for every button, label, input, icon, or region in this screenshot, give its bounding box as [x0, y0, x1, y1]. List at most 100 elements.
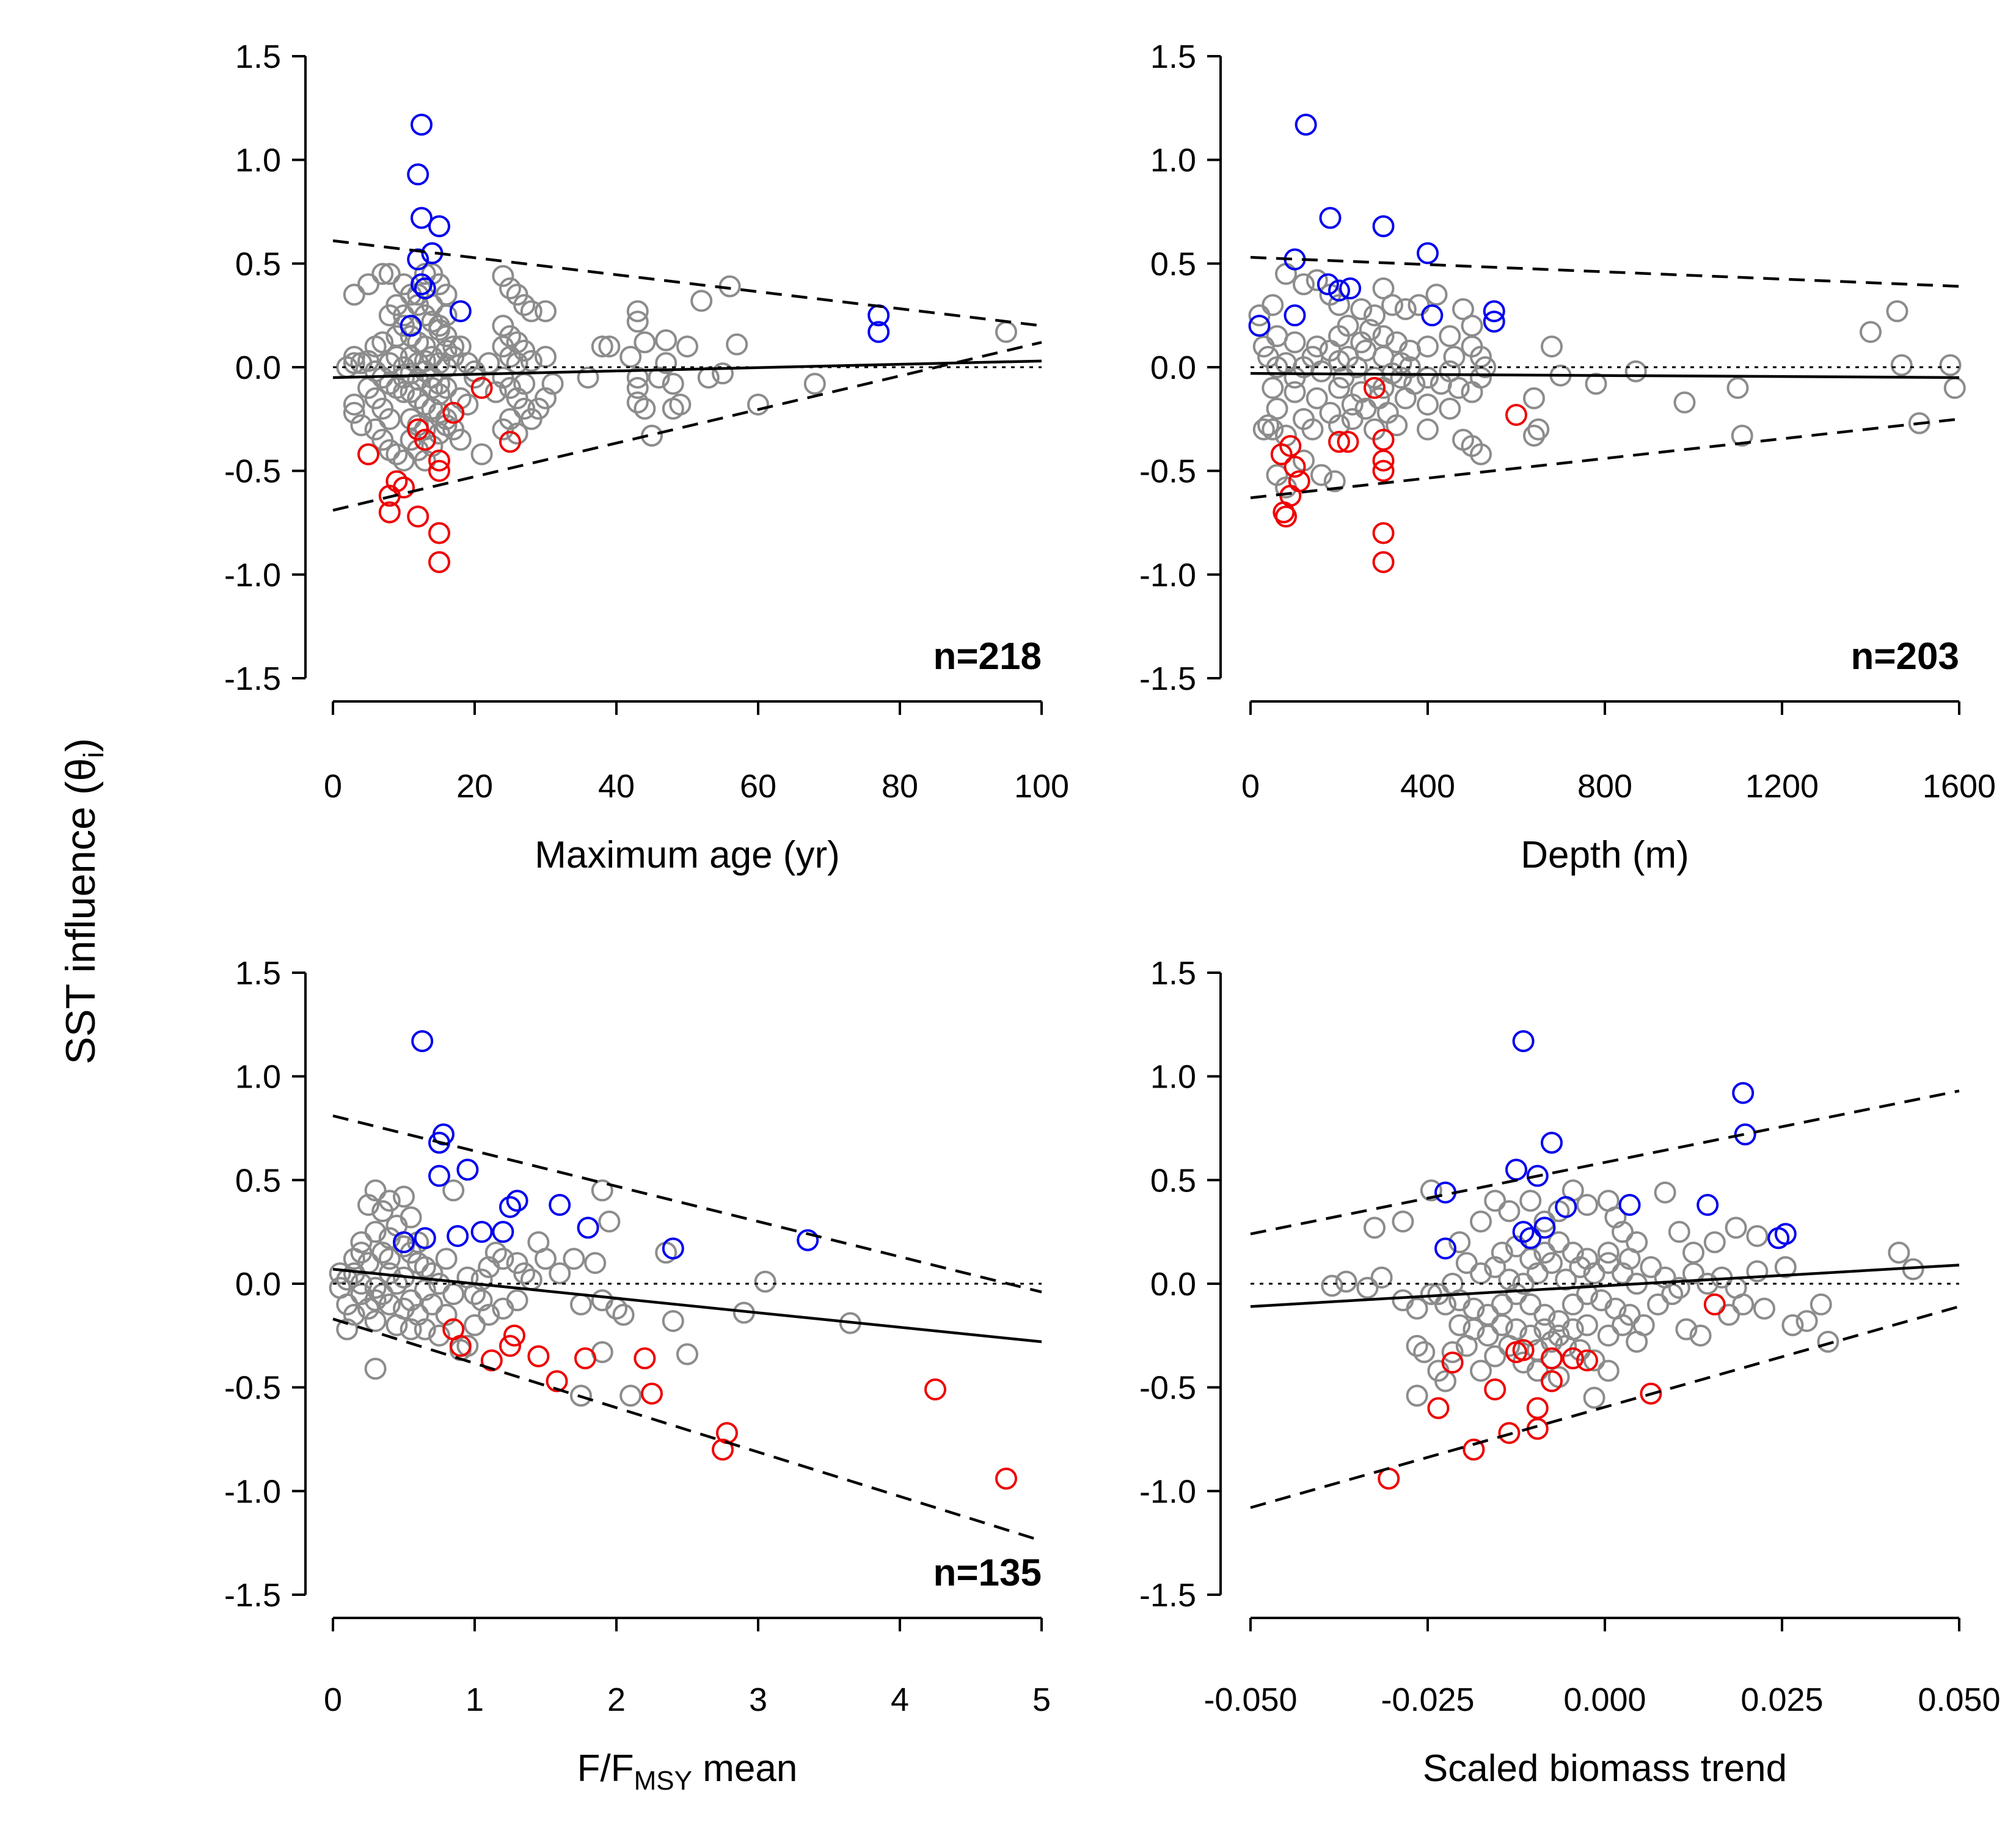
data-point-neutral: [1392, 1289, 1414, 1312]
data-point-neutral: [1533, 1242, 1556, 1264]
data-point-positive: [1483, 300, 1505, 323]
data-point-neutral: [1561, 1293, 1584, 1315]
data-point-neutral: [1888, 1242, 1910, 1264]
data-point-neutral: [662, 373, 684, 395]
data-point-neutral: [612, 1303, 635, 1326]
data-point-neutral: [343, 1303, 365, 1326]
data-point-neutral: [570, 1385, 592, 1407]
x-tick-label: 0: [324, 768, 342, 805]
data-point-neutral: [492, 1297, 514, 1320]
data-point-neutral: [414, 1279, 436, 1301]
data-point-neutral: [1943, 376, 1966, 399]
y-tick-label: 1.0: [1150, 1059, 1196, 1096]
data-point-neutral: [470, 1289, 493, 1312]
data-point-negative: [470, 376, 493, 399]
data-point-neutral: [414, 1256, 436, 1278]
data-point-neutral: [442, 1282, 465, 1305]
data-point-neutral: [421, 1293, 444, 1315]
data-point-negative: [1275, 505, 1297, 528]
data-point-neutral: [1781, 1314, 1804, 1336]
data-point-neutral: [1337, 315, 1359, 337]
data-point-neutral: [1306, 269, 1328, 291]
data-point-neutral: [1441, 1341, 1464, 1363]
data-point-neutral: [1484, 1256, 1507, 1278]
x-tick-label: 0.000: [1563, 1681, 1646, 1718]
data-point-neutral: [1262, 418, 1284, 441]
data-point-neutral: [407, 1303, 429, 1326]
data-point-neutral: [357, 1297, 379, 1320]
lower-bound-line: [332, 1317, 1042, 1542]
data-point-neutral: [676, 1343, 698, 1366]
data-point-neutral: [385, 1314, 408, 1336]
data-point-neutral: [378, 304, 401, 327]
data-point-neutral: [1413, 1341, 1436, 1363]
data-point-neutral: [1541, 335, 1563, 358]
data-point-neutral: [1350, 298, 1373, 320]
data-point-neutral: [1547, 1324, 1570, 1347]
data-point-positive: [1417, 242, 1439, 265]
data-point-neutral: [1533, 1210, 1556, 1233]
data-point-neutral: [1576, 1248, 1598, 1270]
data-point-neutral: [676, 335, 698, 358]
data-point-neutral: [393, 449, 415, 472]
data-point-neutral: [1390, 352, 1412, 375]
data-point-neutral: [1626, 1331, 1648, 1353]
data-point-negative: [414, 428, 436, 451]
data-point-neutral: [435, 1248, 458, 1270]
y-tick-label: 1.0: [235, 1059, 281, 1096]
data-point-neutral: [1328, 376, 1350, 399]
y-axis-label-main: SST influence (θ: [57, 758, 104, 1064]
x-axis-label: Depth (m): [1521, 834, 1689, 876]
data-point-negative: [1703, 1293, 1726, 1315]
data-point-neutral: [655, 352, 677, 375]
data-point-negative: [1498, 1422, 1521, 1444]
data-point-neutral: [1420, 1179, 1442, 1202]
data-point-neutral: [1406, 1334, 1428, 1357]
data-point-neutral: [1417, 335, 1439, 358]
data-point-neutral: [626, 391, 649, 414]
data-point-neutral: [662, 1310, 684, 1333]
data-point-neutral: [442, 335, 465, 358]
data-point-neutral: [1726, 376, 1749, 399]
data-point-negative: [574, 1347, 596, 1370]
data-point-neutral: [506, 1289, 528, 1312]
data-point-neutral: [378, 352, 401, 375]
x-tick-label: 20: [456, 768, 493, 805]
data-point-neutral: [1266, 397, 1288, 420]
y-tick-label: 1.5: [235, 955, 281, 992]
data-point-neutral: [414, 263, 436, 285]
data-point-neutral: [1394, 298, 1417, 320]
data-point-positive: [1732, 1081, 1755, 1104]
data-point-neutral: [1328, 294, 1350, 316]
data-point-neutral: [1561, 1242, 1584, 1264]
data-point-neutral: [1795, 1310, 1818, 1333]
data-point-positive: [1774, 1223, 1797, 1245]
data-point-neutral: [1284, 381, 1306, 403]
x-tick-label: -0.050: [1203, 1681, 1297, 1718]
y-tick-label: 1.0: [235, 142, 281, 179]
data-point-positive: [1284, 304, 1306, 327]
data-point-neutral: [1682, 1242, 1704, 1264]
data-point-neutral: [634, 397, 656, 420]
data-point-neutral: [428, 383, 450, 406]
regression-line: [1250, 1264, 1960, 1308]
data-point-neutral: [669, 393, 692, 416]
data-point-neutral: [1461, 315, 1483, 337]
data-point-neutral: [634, 331, 656, 354]
data-point-neutral: [470, 443, 493, 466]
data-point-neutral: [1491, 1293, 1513, 1315]
data-point-negative: [634, 1347, 656, 1370]
data-point-neutral: [400, 1206, 422, 1229]
data-point-neutral: [1703, 1231, 1726, 1254]
x-tick-label: -0.025: [1381, 1681, 1474, 1718]
data-point-negative: [1337, 431, 1359, 453]
data-point-positive: [549, 1194, 571, 1217]
y-tick-label: -1.0: [224, 1473, 281, 1510]
data-point-neutral: [357, 273, 379, 296]
data-point-positive: [1512, 1221, 1535, 1243]
y-tick-label: -1.0: [1139, 1473, 1196, 1510]
data-point-neutral: [1541, 1331, 1563, 1353]
data-point-neutral: [626, 310, 649, 333]
data-point-positive: [1555, 1196, 1577, 1218]
